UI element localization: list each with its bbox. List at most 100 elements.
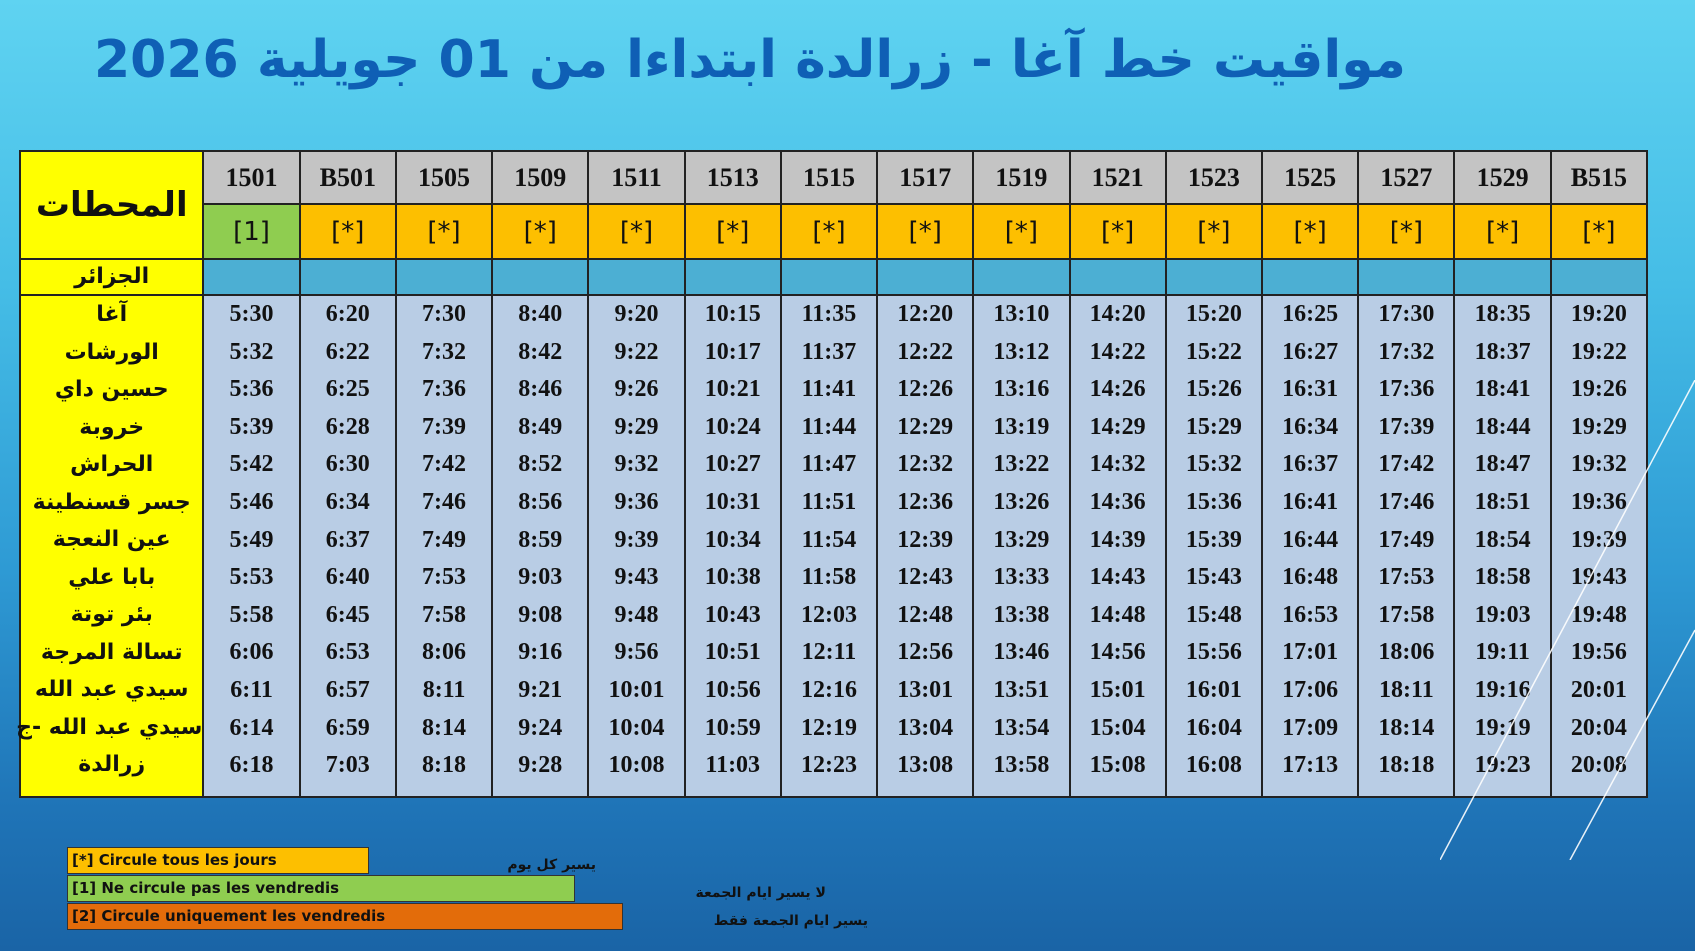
time-cell: 6:06 [229,639,274,666]
legend-bar: [2] Circule uniquement les vendredis [67,903,623,930]
train-note-1525: [*] [1261,203,1360,260]
time-cell: 5:32 [229,338,274,365]
time-cell: 7:32 [422,338,467,365]
time-cell: 18:54 [1474,526,1531,553]
time-cell: 13:01 [897,676,954,703]
origin-station-name: الجزائر [74,264,150,289]
time-cell: 19:56 [1570,639,1627,666]
time-cell: 8:11 [422,676,466,703]
time-cell: 5:30 [229,301,274,327]
station-list: آغا الورشات حسين داي خروبة الحراش جسر قسنطينة… [16,296,203,796]
time-cell: 11:58 [801,564,857,591]
page-title: مواقيت خط آغا - زرالدة ابتداءا من 01 جوي… [94,30,1406,90]
train-number-1509: 1509 [491,150,590,205]
time-cell: 6:57 [325,676,370,703]
time-cell: 8:49 [518,413,563,440]
time-cell: 17:13 [1282,752,1339,779]
origin-time-cell [779,258,879,296]
deco-line-long [1440,380,1695,860]
time-cell: 10:27 [704,451,761,478]
time-cell: 7:39 [422,413,467,440]
time-cell: 10:59 [704,714,761,741]
time-cell: 7:36 [422,376,467,403]
legend-bar: [*] Circule tous les jours [67,847,369,874]
train-note-1523: [*] [1164,203,1264,260]
station-name: عين النعجة [52,527,171,552]
train-note-1509: [*] [491,203,590,260]
train-number-1501: 1501 [202,150,301,205]
time-cell: 16:44 [1282,526,1339,553]
time-cell: 11:54 [801,526,857,553]
time-cell: 6:14 [229,714,274,741]
time-cell: 10:43 [704,601,761,628]
time-cell: 10:31 [704,488,761,515]
time-cell: 8:46 [518,376,563,403]
origin-time-cell [491,258,590,296]
station-name: زرالدة [78,752,146,777]
time-cell: 18:44 [1474,413,1531,440]
time-cell: 13:29 [993,526,1050,553]
time-cell: 9:22 [614,338,659,365]
time-cell: 17:30 [1378,301,1435,327]
time-cell: 13:38 [993,601,1050,628]
train-times-column: 5:30 5:32 5:36 5:39 5:42 5:46 5:49 5:53 5:58 6:06… [202,294,301,798]
time-cell: 15:56 [1185,639,1242,666]
time-cell: 8:18 [422,752,467,779]
time-cell: 19:22 [1570,338,1627,365]
time-cell: 9:48 [614,601,659,628]
time-cell: 12:56 [897,639,954,666]
legend-arabic-label: يسير ايام الجمعة فقط [713,913,868,929]
time-cell: 7:42 [422,451,467,478]
time-cell: 14:43 [1089,564,1146,591]
stations-column: آغا الورشات حسين داي خروبة الحراش جسر قسنطينة… [16,294,205,798]
time-cell: 6:22 [325,338,370,365]
time-cell: 9:08 [518,601,563,628]
time-cell: 5:58 [229,601,274,628]
time-cell: 12:43 [897,564,954,591]
station-name: بئر توتة [70,602,153,627]
time-cell: 12:16 [800,676,857,703]
time-cell: 12:36 [897,488,954,515]
time-cell: 20:01 [1570,676,1627,703]
train-number-1519: 1519 [972,150,1071,205]
time-cell: 13:58 [993,752,1050,779]
time-cell: 14:20 [1089,301,1146,327]
time-cell: 15:20 [1185,301,1242,327]
time-cell: 16:41 [1282,488,1339,515]
time-cell: 19:29 [1570,413,1627,440]
time-cell: 12:39 [897,526,954,553]
time-cell: 17:58 [1378,601,1435,628]
time-cell: 14:56 [1089,639,1146,666]
time-cell: 16:53 [1282,601,1339,628]
time-cell: 9:39 [614,526,659,553]
time-cell: 12:03 [800,601,857,628]
time-cell: 16:01 [1185,676,1242,703]
time-cell: 19:16 [1474,676,1531,703]
time-cell: 14:32 [1089,451,1146,478]
origin-time-cell [876,258,975,296]
legend-arabic-label: لا يسير ايام الجمعة [695,885,826,901]
time-cell: 11:35 [801,301,857,327]
train-note-1501: [1] [202,203,301,260]
time-cell: 12:29 [897,413,954,440]
time-cell: 14:36 [1089,488,1146,515]
train-times-column: 16:25 16:27 16:31 16:34 16:37 16:41 16:44 16:48… [1261,294,1360,798]
decorative-lines [1440,380,1695,860]
time-cell: 8:14 [422,714,467,741]
station-name: جسر قسنطينة [32,489,191,515]
time-cell: 18:37 [1474,338,1531,365]
time-cell: 8:59 [518,526,563,553]
time-cell: 9:21 [518,676,563,703]
time-cell: 11:51 [801,488,857,515]
train-note-1505: [*] [394,203,494,260]
train-number-1523: 1523 [1164,150,1264,205]
time-cell: 9:29 [614,413,659,440]
station-name: حسين داي [54,377,169,402]
time-cell: 12:19 [800,714,857,741]
origin-time-cell [1068,258,1167,296]
station-name: سيدي عبد الله -ج [16,714,203,740]
time-cell: 6:25 [325,376,370,403]
train-number-1521: 1521 [1068,150,1167,205]
time-cell: 16:08 [1185,752,1242,779]
time-cell: 9:20 [614,301,659,327]
